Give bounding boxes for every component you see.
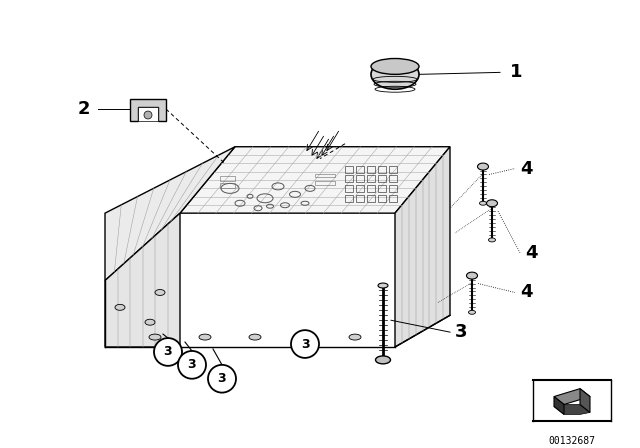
Ellipse shape xyxy=(488,238,495,242)
Ellipse shape xyxy=(299,334,311,340)
Polygon shape xyxy=(554,405,590,414)
Bar xyxy=(345,176,353,182)
Ellipse shape xyxy=(479,201,486,205)
Bar xyxy=(367,176,375,182)
Polygon shape xyxy=(105,213,180,347)
Ellipse shape xyxy=(249,334,261,340)
Ellipse shape xyxy=(115,304,125,310)
Ellipse shape xyxy=(149,334,161,340)
Bar xyxy=(315,173,335,177)
Ellipse shape xyxy=(199,334,211,340)
Circle shape xyxy=(291,330,319,358)
Ellipse shape xyxy=(486,200,497,207)
Bar xyxy=(345,185,353,192)
Text: 00132687: 00132687 xyxy=(548,436,595,446)
Text: 3: 3 xyxy=(301,337,309,350)
Ellipse shape xyxy=(371,60,419,89)
Ellipse shape xyxy=(467,272,477,279)
Bar xyxy=(389,185,397,192)
Bar xyxy=(389,166,397,172)
Polygon shape xyxy=(180,147,450,213)
Bar xyxy=(345,195,353,202)
Bar xyxy=(378,176,386,182)
Bar xyxy=(220,177,235,181)
Bar xyxy=(367,195,375,202)
Ellipse shape xyxy=(468,310,476,314)
Polygon shape xyxy=(130,99,166,121)
Bar xyxy=(389,195,397,202)
Bar xyxy=(367,166,375,172)
Ellipse shape xyxy=(155,289,165,295)
Text: 4: 4 xyxy=(525,244,538,262)
Bar xyxy=(367,185,375,192)
Bar xyxy=(356,185,364,192)
Bar xyxy=(356,176,364,182)
Bar xyxy=(315,181,335,185)
Circle shape xyxy=(144,111,152,119)
Ellipse shape xyxy=(378,283,388,288)
Polygon shape xyxy=(554,388,590,405)
Bar xyxy=(345,166,353,172)
Polygon shape xyxy=(580,388,590,413)
Bar xyxy=(378,166,386,172)
Polygon shape xyxy=(395,147,450,347)
Text: 2: 2 xyxy=(77,100,90,118)
Polygon shape xyxy=(554,396,564,414)
Text: 3: 3 xyxy=(188,358,196,371)
Ellipse shape xyxy=(376,356,390,364)
Ellipse shape xyxy=(371,59,419,74)
Text: 1: 1 xyxy=(510,63,522,82)
Circle shape xyxy=(178,351,206,379)
Circle shape xyxy=(208,365,236,392)
Bar xyxy=(378,195,386,202)
Circle shape xyxy=(154,338,182,366)
Ellipse shape xyxy=(477,163,488,170)
Text: 4: 4 xyxy=(520,159,532,177)
Bar xyxy=(138,107,158,121)
Ellipse shape xyxy=(145,319,155,325)
Bar xyxy=(220,183,235,188)
Text: 4: 4 xyxy=(520,284,532,302)
Text: 3: 3 xyxy=(455,323,467,341)
Text: 3: 3 xyxy=(218,372,227,385)
Bar xyxy=(389,176,397,182)
Bar xyxy=(356,195,364,202)
Ellipse shape xyxy=(349,334,361,340)
Polygon shape xyxy=(105,147,235,280)
Bar xyxy=(378,185,386,192)
Text: 3: 3 xyxy=(164,345,172,358)
Bar xyxy=(356,166,364,172)
